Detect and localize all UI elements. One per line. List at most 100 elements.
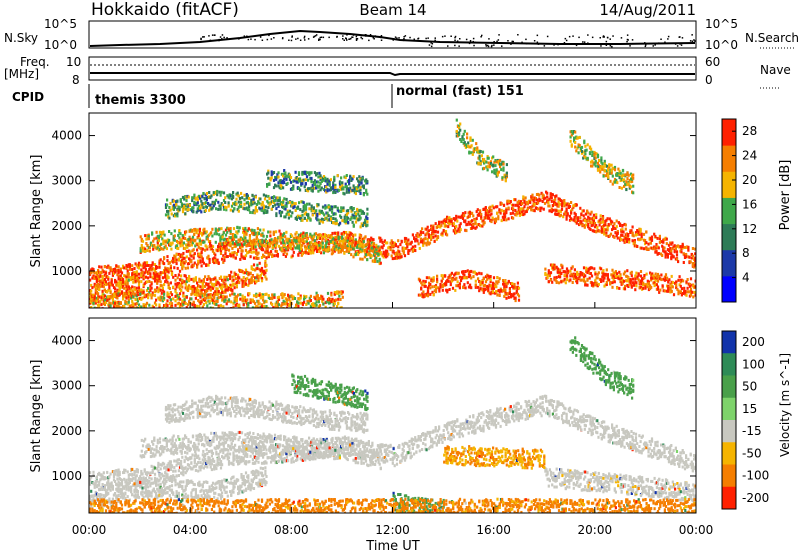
data-cell [464,143,467,147]
data-cell [514,209,517,212]
data-cell [123,274,126,278]
data-cell [197,291,200,295]
data-cell [325,237,328,241]
data-cell [359,188,362,192]
data-cell [571,265,574,269]
data-cell [667,243,671,247]
data-cell [117,290,120,294]
data-cell [188,229,191,233]
data-cell [114,280,117,284]
data-cell [197,288,200,292]
nsearch-axis-bottom: 10^0 [705,38,738,52]
data-cell [220,202,223,206]
data-cell [250,247,253,251]
data-cell [301,252,304,256]
data-cell [584,223,587,227]
data-cell [586,283,589,287]
data-cell [207,254,210,258]
data-cell [462,138,465,141]
data-cell [305,251,308,255]
data-cell [224,288,227,292]
data-cell [279,211,282,215]
data-cell [162,247,165,251]
data-cell [95,280,98,284]
data-cell [285,230,288,234]
data-cell [224,228,228,232]
data-cell [167,285,170,289]
data-cell [117,270,120,274]
data-cell [246,239,249,243]
data-cell [455,276,458,280]
data-cell [560,202,564,206]
data-cell [218,242,221,246]
data-cell [131,268,134,271]
data-cell [125,264,128,267]
nsearch-point [632,43,635,45]
data-cell [424,280,427,284]
data-cell [223,237,226,241]
data-cell [664,255,667,259]
data-cell [216,258,219,262]
data-cell [402,247,405,251]
data-cell [170,242,173,246]
data-cell [624,227,627,231]
data-cell [180,263,183,266]
nsearch-point [654,44,656,46]
data-cell [282,200,285,204]
data-cell [478,157,481,161]
data-cell [364,253,368,257]
data-cell [259,247,262,251]
data-cell [198,237,201,241]
data-cell [688,261,691,265]
data-cell [476,213,479,217]
data-cell [204,193,207,197]
data-cell [211,293,215,297]
data-cell [586,219,589,223]
data-cell [124,282,127,286]
data-cell [242,271,245,275]
data-cell [549,271,553,275]
data-cell [211,260,215,263]
data-cell [465,275,468,279]
data-cell [288,209,292,213]
data-cell [196,265,199,269]
data-cell [185,255,188,259]
data-cell [482,290,485,294]
data-cell [439,225,442,229]
data-cell [171,199,174,203]
data-cell [386,254,389,258]
data-cell [524,210,527,214]
data-cell [222,290,225,294]
data-cell [471,219,474,223]
data-cell [264,259,267,263]
data-cell [443,222,446,225]
data-cell [664,236,667,240]
data-cell [248,281,251,285]
data-cell [653,245,656,249]
nsearch-point [572,35,574,37]
data-cell [231,246,234,250]
data-cell [694,252,696,256]
data-cell [342,246,345,249]
data-cell [579,271,582,274]
data-cell [535,198,539,202]
nsearch-point [226,37,228,39]
data-cell [389,248,392,252]
data-cell [141,264,144,268]
data-cell [269,242,272,246]
data-cell [346,244,349,248]
data-cell [553,276,556,280]
data-cell [511,294,514,298]
data-cell [470,144,473,148]
data-cell [156,286,159,290]
data-cell [560,272,563,275]
data-cell [370,254,373,258]
data-cell [277,203,280,206]
data-cell [339,250,343,254]
data-cell [213,191,216,194]
data-cell [346,247,349,251]
data-cell [392,244,395,248]
data-cell [666,289,669,293]
nsearch-point [402,39,405,42]
data-cell [564,211,567,215]
